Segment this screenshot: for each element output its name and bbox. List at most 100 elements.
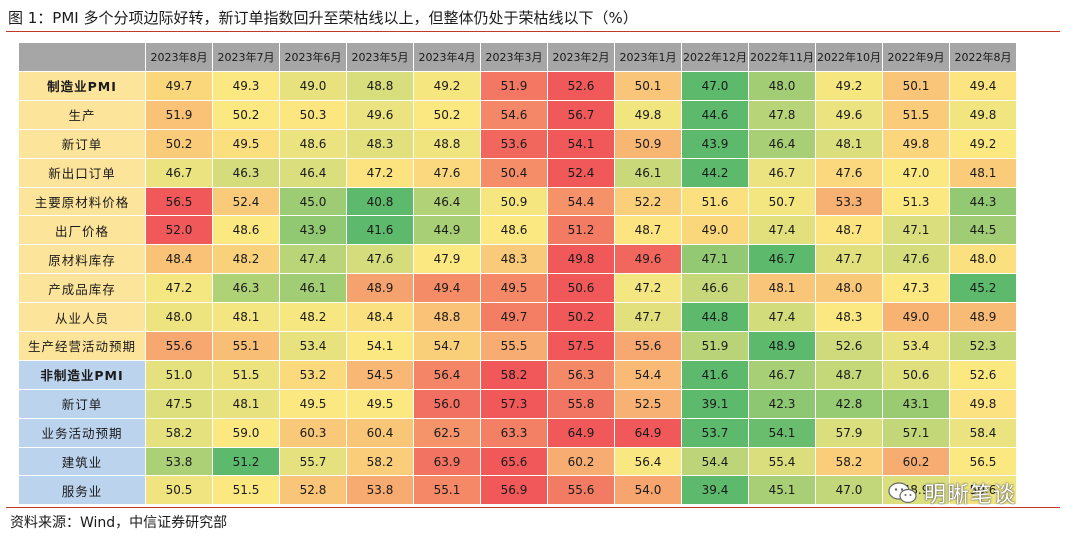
heatmap-cell: 57.3	[480, 388, 548, 419]
heatmap-cell: 40.8	[346, 186, 414, 217]
corner-cell	[18, 42, 146, 72]
heatmap-cell: 43.9	[681, 128, 749, 159]
heatmap-cell: 51.2	[547, 215, 615, 246]
heatmap-cell: 47.1	[882, 215, 950, 246]
heatmap-cell: 49.5	[480, 273, 548, 304]
heatmap-cell: 50.2	[413, 99, 481, 130]
heatmap-cell: 55.7	[279, 446, 347, 477]
column-header: 2022年12月	[681, 42, 749, 72]
heatmap-cell: 52.3	[949, 331, 1017, 361]
column-header: 2022年8月	[949, 42, 1017, 72]
heatmap-cell: 48.0	[748, 71, 816, 101]
heatmap-cell: 48.1	[815, 128, 883, 159]
row-label: 业务活动预期	[18, 417, 146, 448]
heatmap-cell: 48.3	[480, 244, 548, 275]
heatmap-cell: 47.8	[748, 99, 816, 130]
column-header: 2023年4月	[413, 42, 481, 72]
heatmap-cell: 54.4	[681, 446, 749, 477]
heatmap-cell: 53.8	[145, 446, 213, 477]
heatmap-cell: 54.6	[480, 99, 548, 130]
heatmap-cell: 50.6	[949, 475, 1017, 506]
heatmap-cell: 55.8	[547, 388, 615, 419]
heatmap-cell: 53.6	[480, 128, 548, 159]
heatmap-cell: 47.4	[748, 215, 816, 246]
table-row: 从业人员 48.0 48.1 48.2 48.4 48.8 49.7 50.2 47.7 44.8…	[18, 302, 1017, 333]
heatmap-cell: 56.5	[145, 186, 213, 217]
heatmap-cell: 49.8	[882, 128, 950, 159]
heatmap-cell: 47.6	[882, 244, 950, 275]
heatmap-cell: 48.1	[212, 302, 280, 333]
heatmap-cell: 50.1	[882, 71, 950, 101]
heatmap-cell: 47.7	[815, 244, 883, 275]
heatmap-cell: 49.6	[346, 99, 414, 130]
heatmap-cell: 46.3	[212, 157, 280, 188]
heatmap-cell: 57.5	[547, 331, 615, 361]
heatmap-cell: 54.1	[547, 128, 615, 159]
heatmap-cell: 47.6	[815, 157, 883, 188]
table-row: 制造业PMI 49.7 49.3 49.0 48.8 49.2 51.9 52.6 50.1 47…	[18, 71, 1017, 101]
row-label: 新出口订单	[18, 157, 146, 188]
pmi-heatmap-table: 2023年8月 2023年7月 2023年6月 2023年5月 2023年4月 2023年…	[18, 42, 1017, 506]
table-row: 生产 51.9 50.2 50.3 49.6 50.2 54.6 56.7 49.8 44.6 47…	[18, 99, 1017, 130]
table-row: 新订单 50.2 49.5 48.6 48.3 48.8 53.6 54.1 50.9 43.9 4…	[18, 128, 1017, 159]
heatmap-cell: 60.2	[882, 446, 950, 477]
heatmap-cell: 46.4	[413, 186, 481, 217]
heatmap-cell: 55.1	[212, 331, 280, 361]
heatmap-cell: 47.2	[145, 273, 213, 304]
heatmap-body: 制造业PMI 49.7 49.3 49.0 48.8 49.2 51.9 52.6 50.1 47…	[18, 71, 1017, 506]
heatmap-cell: 49.0	[279, 71, 347, 101]
heatmap-cell: 49.5	[212, 128, 280, 159]
table-row: 主要原材料价格 56.5 52.4 45.0 40.8 46.4 50.9 54.4 52.2 5…	[18, 186, 1017, 217]
heatmap-cell: 52.6	[815, 331, 883, 361]
heatmap-cell: 53.3	[815, 186, 883, 217]
heatmap-cell: 56.9	[480, 475, 548, 506]
heatmap-cell: 51.9	[480, 71, 548, 101]
heatmap-cell: 50.9	[614, 128, 682, 159]
heatmap-cell: 54.4	[547, 186, 615, 217]
heatmap-cell: 51.5	[882, 99, 950, 130]
column-header: 2023年6月	[279, 42, 347, 72]
heatmap-cell: 47.6	[346, 244, 414, 275]
heatmap-cell: 50.7	[748, 186, 816, 217]
heatmap-cell: 48.0	[815, 273, 883, 304]
heatmap-cell: 58.2	[346, 446, 414, 477]
heatmap-cell: 45.1	[748, 475, 816, 506]
heatmap-cell: 49.0	[882, 302, 950, 333]
heatmap-cell: 63.3	[480, 417, 548, 448]
heatmap-cell: 50.2	[145, 128, 213, 159]
heatmap-cell: 54.5	[346, 359, 414, 390]
heatmap-cell: 43.1	[882, 388, 950, 419]
heatmap-cell: 48.9	[346, 273, 414, 304]
heatmap-cell: 48.8	[413, 302, 481, 333]
heatmap-cell: 48.7	[815, 215, 883, 246]
heatmap-cell: 48.1	[748, 273, 816, 304]
heatmap-cell: 54.7	[413, 331, 481, 361]
table-row: 出厂价格 52.0 48.6 43.9 41.6 44.9 48.6 51.2 48.7 49.0…	[18, 215, 1017, 246]
column-header: 2023年5月	[346, 42, 414, 72]
heatmap-cell: 51.6	[681, 186, 749, 217]
heatmap-cell: 48.4	[145, 244, 213, 275]
heatmap-cell: 46.7	[145, 157, 213, 188]
heatmap-cell: 47.3	[882, 273, 950, 304]
heatmap-cell: 53.2	[279, 359, 347, 390]
heatmap-cell: 55.6	[614, 331, 682, 361]
row-label: 服务业	[18, 475, 146, 506]
heatmap-cell: 58.2	[145, 417, 213, 448]
table-row: 服务业 50.5 51.5 52.8 53.8 55.1 56.9 55.6 54.0 39.4 4…	[18, 475, 1017, 506]
table-row: 非制造业PMI 51.0 51.5 53.2 54.5 56.4 58.2 56.3 54.4 4…	[18, 359, 1017, 390]
heatmap-cell: 51.2	[212, 446, 280, 477]
heatmap-cell: 51.3	[882, 186, 950, 217]
table-row: 产成品库存 47.2 46.3 46.1 48.9 49.4 49.5 50.6 47.2 46.…	[18, 273, 1017, 304]
heatmap-cell: 56.5	[949, 446, 1017, 477]
heatmap-cell: 46.1	[279, 273, 347, 304]
heatmap-cell: 46.6	[681, 273, 749, 304]
heatmap-cell: 48.9	[949, 302, 1017, 333]
heatmap-cell: 39.4	[681, 475, 749, 506]
heatmap-cell: 48.8	[346, 71, 414, 101]
heatmap-cell: 52.8	[279, 475, 347, 506]
heatmap-cell: 55.4	[748, 446, 816, 477]
heatmap-cell: 50.6	[547, 273, 615, 304]
heatmap-cell: 48.0	[949, 244, 1017, 275]
heatmap-cell: 42.8	[815, 388, 883, 419]
heatmap-cell: 44.5	[949, 215, 1017, 246]
